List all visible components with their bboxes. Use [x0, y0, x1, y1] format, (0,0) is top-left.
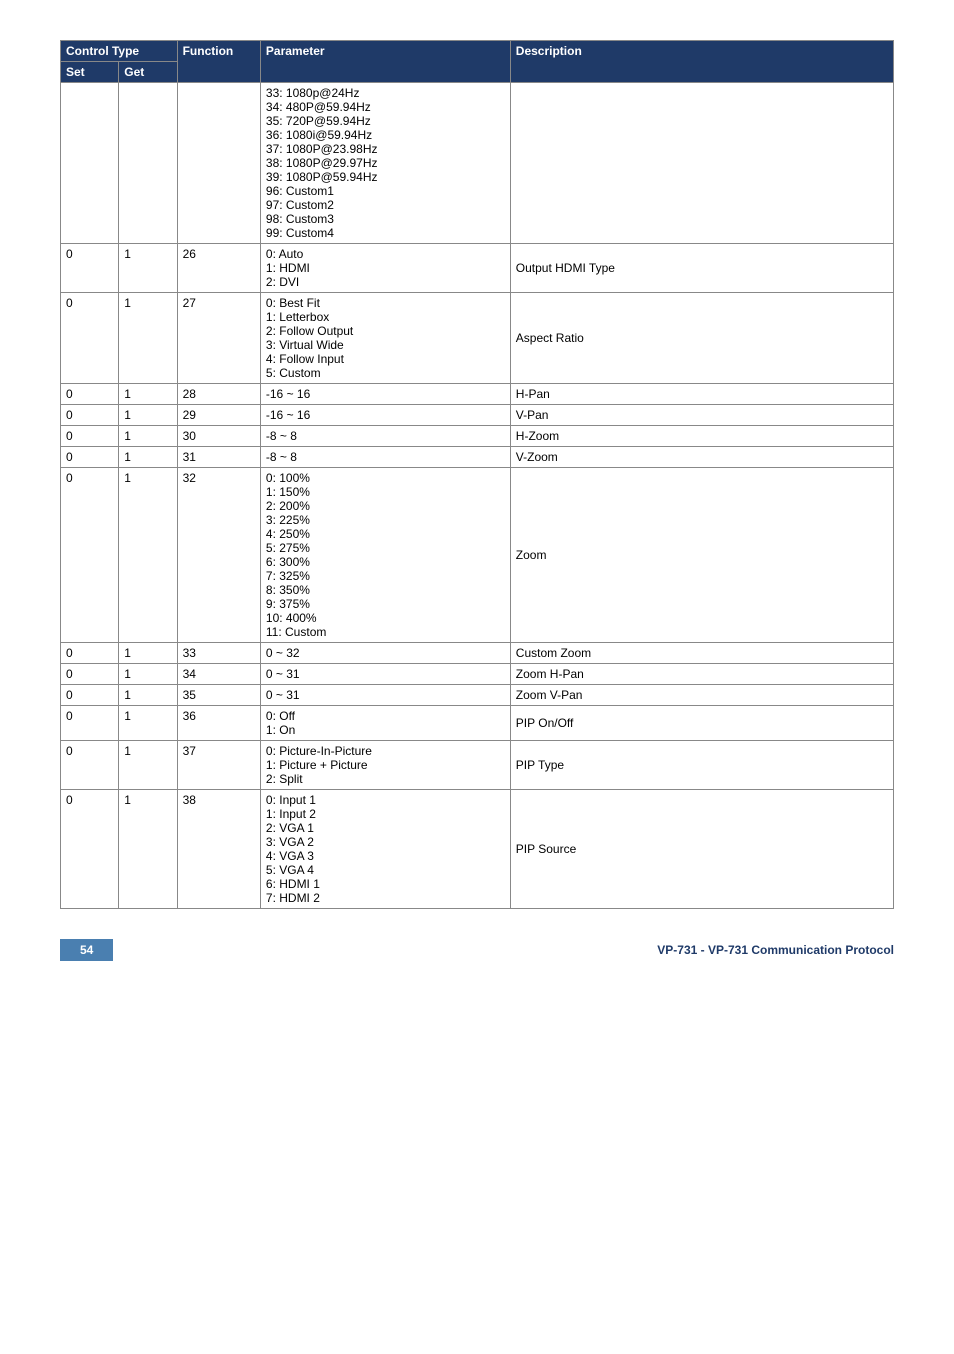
cell-set: 0: [61, 643, 119, 664]
header-control-type: Control Type: [61, 41, 178, 62]
cell-func: 32: [177, 468, 260, 643]
cell-set: 0: [61, 244, 119, 293]
cell-set: [61, 83, 119, 244]
cell-func: 31: [177, 447, 260, 468]
cell-param: -16 ~ 16: [260, 384, 510, 405]
cell-func: 27: [177, 293, 260, 384]
cell-param: 0 ~ 31: [260, 685, 510, 706]
table-row: 01380: Input 1 1: Input 2 2: VGA 1 3: VG…: [61, 790, 894, 909]
cell-get: 1: [119, 244, 177, 293]
cell-get: 1: [119, 426, 177, 447]
cell-set: 0: [61, 790, 119, 909]
footer-text: VP-731 - VP-731 Communication Protocol: [657, 943, 894, 957]
cell-param: -8 ~ 8: [260, 447, 510, 468]
cell-func: 33: [177, 643, 260, 664]
cell-func: 29: [177, 405, 260, 426]
cell-get: [119, 83, 177, 244]
table-row: 0129-16 ~ 16V-Pan: [61, 405, 894, 426]
cell-set: 0: [61, 468, 119, 643]
header-set: Set: [61, 62, 119, 83]
cell-param: -8 ~ 8: [260, 426, 510, 447]
table-row: 01330 ~ 32Custom Zoom: [61, 643, 894, 664]
cell-get: 1: [119, 685, 177, 706]
header-get: Get: [119, 62, 177, 83]
table-row: 01270: Best Fit 1: Letterbox 2: Follow O…: [61, 293, 894, 384]
cell-desc: [510, 83, 893, 244]
cell-get: 1: [119, 384, 177, 405]
table-header: Control Type Function Parameter Descript…: [61, 41, 894, 83]
cell-desc: Zoom H-Pan: [510, 664, 893, 685]
table-row: 01320: 100% 1: 150% 2: 200% 3: 225% 4: 2…: [61, 468, 894, 643]
cell-get: 1: [119, 468, 177, 643]
header-function: Function: [177, 41, 260, 83]
cell-get: 1: [119, 741, 177, 790]
cell-get: 1: [119, 706, 177, 741]
cell-param: -16 ~ 16: [260, 405, 510, 426]
cell-desc: V-Zoom: [510, 447, 893, 468]
cell-desc: PIP Type: [510, 741, 893, 790]
protocol-table: Control Type Function Parameter Descript…: [60, 40, 894, 909]
cell-func: 26: [177, 244, 260, 293]
cell-set: 0: [61, 293, 119, 384]
cell-param: 0 ~ 31: [260, 664, 510, 685]
cell-func: 37: [177, 741, 260, 790]
cell-get: 1: [119, 643, 177, 664]
page-footer: 54 VP-731 - VP-731 Communication Protoco…: [60, 939, 894, 961]
cell-set: 0: [61, 741, 119, 790]
table-row: 0128-16 ~ 16H-Pan: [61, 384, 894, 405]
table-row: 01340 ~ 31Zoom H-Pan: [61, 664, 894, 685]
table-row: 0131-8 ~ 8V-Zoom: [61, 447, 894, 468]
table-row: 01370: Picture-In-Picture 1: Picture + P…: [61, 741, 894, 790]
cell-param: 0: Best Fit 1: Letterbox 2: Follow Outpu…: [260, 293, 510, 384]
cell-desc: V-Pan: [510, 405, 893, 426]
cell-get: 1: [119, 664, 177, 685]
table-row: 01260: Auto 1: HDMI 2: DVIOutput HDMI Ty…: [61, 244, 894, 293]
cell-get: 1: [119, 293, 177, 384]
cell-desc: Zoom V-Pan: [510, 685, 893, 706]
header-parameter: Parameter: [260, 41, 510, 83]
cell-func: [177, 83, 260, 244]
table-row: 0130-8 ~ 8H-Zoom: [61, 426, 894, 447]
cell-func: 38: [177, 790, 260, 909]
cell-param: 33: 1080p@24Hz 34: 480P@59.94Hz 35: 720P…: [260, 83, 510, 244]
cell-set: 0: [61, 405, 119, 426]
cell-func: 36: [177, 706, 260, 741]
cell-desc: Aspect Ratio: [510, 293, 893, 384]
header-description: Description: [510, 41, 893, 83]
cell-param: 0 ~ 32: [260, 643, 510, 664]
cell-get: 1: [119, 447, 177, 468]
cell-desc: Custom Zoom: [510, 643, 893, 664]
cell-func: 30: [177, 426, 260, 447]
cell-get: 1: [119, 790, 177, 909]
cell-param: 0: Input 1 1: Input 2 2: VGA 1 3: VGA 2 …: [260, 790, 510, 909]
table-row: 01350 ~ 31Zoom V-Pan: [61, 685, 894, 706]
cell-func: 35: [177, 685, 260, 706]
cell-desc: Output HDMI Type: [510, 244, 893, 293]
cell-param: 0: Off 1: On: [260, 706, 510, 741]
cell-desc: Zoom: [510, 468, 893, 643]
cell-set: 0: [61, 384, 119, 405]
cell-set: 0: [61, 664, 119, 685]
cell-desc: PIP Source: [510, 790, 893, 909]
cell-desc: H-Pan: [510, 384, 893, 405]
cell-desc: H-Zoom: [510, 426, 893, 447]
table-row: 33: 1080p@24Hz 34: 480P@59.94Hz 35: 720P…: [61, 83, 894, 244]
cell-set: 0: [61, 447, 119, 468]
page-number-badge: 54: [60, 939, 113, 961]
cell-set: 0: [61, 706, 119, 741]
cell-func: 28: [177, 384, 260, 405]
cell-desc: PIP On/Off: [510, 706, 893, 741]
table-row: 01360: Off 1: OnPIP On/Off: [61, 706, 894, 741]
cell-get: 1: [119, 405, 177, 426]
cell-set: 0: [61, 426, 119, 447]
cell-param: 0: 100% 1: 150% 2: 200% 3: 225% 4: 250% …: [260, 468, 510, 643]
cell-func: 34: [177, 664, 260, 685]
cell-set: 0: [61, 685, 119, 706]
table-body: 33: 1080p@24Hz 34: 480P@59.94Hz 35: 720P…: [61, 83, 894, 909]
cell-param: 0: Auto 1: HDMI 2: DVI: [260, 244, 510, 293]
cell-param: 0: Picture-In-Picture 1: Picture + Pictu…: [260, 741, 510, 790]
